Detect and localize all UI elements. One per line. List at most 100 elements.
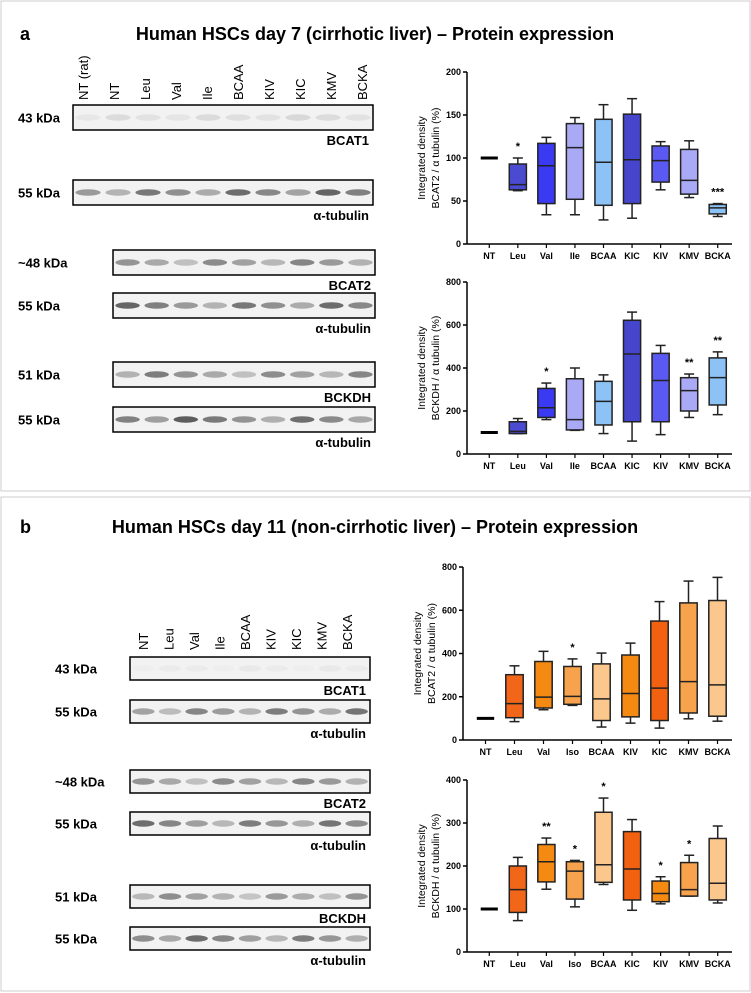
significance-marker: *: [570, 642, 575, 654]
lane-label: BCAA: [231, 64, 246, 100]
molecular-weight-label: 43 kDa: [55, 662, 98, 677]
box-bcaa: [594, 374, 613, 435]
blot-band: [132, 708, 155, 715]
blot-band: [132, 935, 155, 942]
panel-b-title: Human HSCs day 11 (non-cirrhotic liver) …: [112, 517, 638, 537]
blot-band: [212, 935, 235, 942]
lane-label: NT: [136, 633, 151, 650]
blot-band: [159, 665, 181, 671]
blot-band: [202, 371, 228, 378]
x-tick-label: NT: [483, 251, 495, 261]
box-leu: *: [508, 141, 528, 192]
western-blot-tubulin: 55 kDa α-tubulin: [18, 179, 374, 223]
western-blot-bckdh: 51 kDa BCKDH: [55, 884, 371, 926]
box-kiv: *: [651, 860, 670, 905]
molecular-weight-label: 55 kDa: [55, 932, 98, 947]
lane-label: KMV: [315, 622, 330, 651]
x-tick-label: Ile: [570, 461, 580, 471]
box: [622, 113, 642, 205]
significance-marker: *: [658, 860, 663, 872]
lane-label: BCAA: [238, 614, 253, 650]
blot-band: [289, 259, 315, 266]
blot-band: [255, 189, 281, 196]
x-tick-label: Val: [537, 747, 550, 757]
protein-label: α-tubulin: [310, 953, 366, 968]
blot-band: [348, 302, 373, 309]
significance-marker: *: [573, 843, 578, 855]
protein-label: BCKDH: [319, 911, 366, 926]
blot-band: [185, 820, 208, 827]
molecular-weight-label: 51 kDa: [55, 890, 98, 905]
blot-band: [132, 665, 154, 671]
box: [592, 663, 611, 722]
blot-band: [105, 114, 131, 121]
molecular-weight-label: 55 kDa: [55, 705, 98, 720]
western-blot-tubulin: 55 kDa α-tubulin: [55, 926, 371, 968]
blot-band: [173, 416, 199, 423]
blot-band: [212, 708, 235, 715]
box: [708, 599, 727, 717]
y-tick-label: 400: [446, 775, 461, 785]
blot-band: [132, 820, 155, 827]
blot-band: [195, 114, 221, 121]
blot-band: [345, 114, 371, 121]
blot-band: [319, 302, 344, 309]
box: [621, 654, 640, 718]
x-tick-label: BCKA: [705, 461, 731, 471]
blot-band: [319, 259, 344, 266]
blot-band: [132, 778, 155, 785]
significance-marker: *: [544, 366, 549, 378]
lane-label: KIC: [289, 628, 304, 650]
blot-band: [238, 935, 262, 942]
blot-band: [173, 259, 199, 266]
x-tick-label: KIC: [624, 461, 640, 471]
blot-band: [212, 778, 235, 785]
y-axis-label: BCKDH / α tubulin (%): [430, 316, 442, 421]
blot-band: [265, 893, 288, 900]
blot-membrane: [129, 769, 371, 794]
box: [622, 830, 642, 901]
blot-band: [255, 114, 281, 121]
box: [679, 148, 699, 195]
western-blot-bcat1: 43 kDa BCAT1: [18, 104, 374, 148]
x-tick-label: BCAA: [589, 747, 615, 757]
x-tick-label: NT: [483, 959, 495, 969]
y-tick-label: 0: [456, 239, 461, 249]
western-blot-bcat2: ~48 kDa BCAT2: [18, 249, 376, 293]
blot-band: [318, 778, 342, 785]
protein-label: BCAT2: [324, 796, 366, 811]
molecular-weight-label: ~48 kDa: [18, 256, 68, 271]
blot-band: [165, 114, 191, 121]
box-plot-1: 0 50 100 150 200 Integrated density BCAT2 / α …: [416, 67, 732, 261]
protein-label: α-tubulin: [310, 838, 366, 853]
y-tick-label: 800: [446, 277, 461, 287]
box-bcka: ***: [708, 187, 728, 218]
x-tick-label: NT: [480, 747, 492, 757]
x-tick-label: Ile: [570, 251, 580, 261]
blot-band: [231, 371, 257, 378]
lane-label: BCKA: [355, 64, 370, 100]
box-kiv: [621, 642, 640, 724]
box-bcka: [708, 825, 728, 904]
blot-band: [185, 935, 208, 942]
box-plot-4: 0 100 200 300 400 Integrated density BCKDH / α…: [416, 775, 732, 969]
blot-band: [285, 114, 311, 121]
panel-b-label: b: [20, 517, 31, 537]
blot-band: [318, 935, 342, 942]
y-tick-label: 400: [442, 649, 457, 659]
y-tick-label: 100: [446, 904, 461, 914]
box-bcka: [708, 576, 727, 722]
protein-label: α-tubulin: [315, 321, 371, 336]
box: [650, 620, 669, 722]
blot-band: [292, 778, 315, 785]
blot-band: [265, 708, 288, 715]
x-tick-label: NT: [483, 461, 495, 471]
x-tick-label: Iso: [566, 747, 580, 757]
box-kmv: [679, 580, 698, 720]
blot-band: [319, 416, 344, 423]
blot-band: [225, 114, 251, 121]
blot-band: [319, 371, 344, 378]
blot-band: [158, 778, 182, 785]
x-tick-label: Val: [540, 461, 553, 471]
